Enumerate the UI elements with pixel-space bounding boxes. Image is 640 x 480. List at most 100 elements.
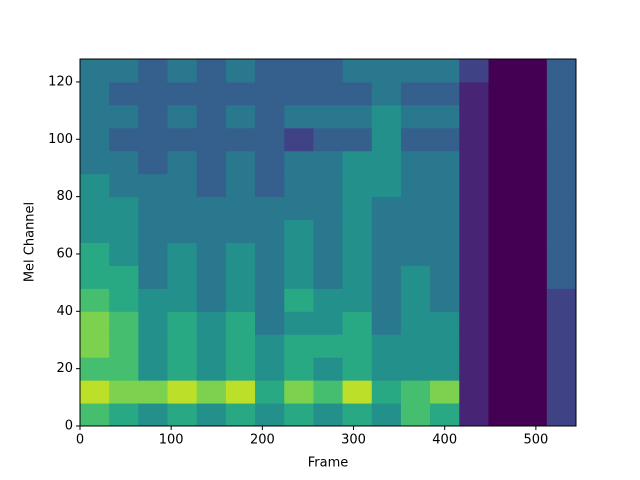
heatmap-cell	[167, 288, 198, 312]
heatmap-cell	[109, 59, 139, 83]
heatmap-cell	[313, 380, 344, 404]
heatmap-cell	[284, 127, 314, 152]
heatmap-cell	[284, 59, 314, 83]
x-tick-label: 500	[523, 433, 548, 448]
heatmap-cell	[196, 81, 227, 106]
y-tick-label: 120	[48, 74, 73, 89]
heatmap-cell	[167, 380, 198, 404]
heatmap-cell	[80, 127, 110, 152]
heatmap-cell	[430, 219, 460, 243]
heatmap-cell	[342, 219, 373, 243]
heatmap-cell	[138, 242, 169, 266]
heatmap-cell	[517, 104, 548, 129]
heatmap-cell	[225, 59, 256, 83]
heatmap-cell	[196, 242, 227, 266]
heatmap-cell	[109, 127, 139, 152]
heatmap-cell	[225, 357, 256, 381]
heatmap-cell	[430, 403, 460, 427]
heatmap-cell	[225, 311, 256, 335]
heatmap-cell	[109, 334, 139, 358]
heatmap-cell	[342, 196, 373, 221]
heatmap-cell	[459, 265, 489, 289]
heatmap-cell	[109, 311, 139, 335]
y-axis-label: Mel Channel	[23, 202, 38, 282]
heatmap-cell	[459, 219, 489, 243]
heatmap-cell	[546, 127, 577, 152]
heatmap-cell	[196, 357, 227, 381]
heatmap-cell	[517, 150, 548, 175]
heatmap-cell	[138, 81, 169, 106]
heatmap-cell	[284, 81, 314, 106]
heatmap-cell	[167, 127, 198, 152]
heatmap-cell	[488, 81, 519, 106]
heatmap-cell	[225, 104, 256, 129]
heatmap-cell	[255, 403, 285, 427]
heatmap-cell	[80, 104, 110, 129]
heatmap-cell	[430, 104, 460, 129]
heatmap-cell	[313, 81, 344, 106]
heatmap-cell	[459, 311, 489, 335]
heatmap-cell	[517, 265, 548, 289]
heatmap-cell	[517, 288, 548, 312]
heatmap-cell	[109, 81, 139, 106]
heatmap-cell	[371, 380, 402, 404]
heatmap-cell	[255, 173, 285, 198]
heatmap-cell	[342, 242, 373, 266]
heatmap-cell	[196, 59, 227, 83]
heatmap-cell	[284, 196, 314, 221]
heatmap-cell	[255, 311, 285, 335]
heatmap-cell	[371, 403, 402, 427]
heatmap-cell	[255, 380, 285, 404]
heatmap-cell	[80, 357, 110, 381]
heatmap-cell	[313, 357, 344, 381]
heatmap-cell	[371, 357, 402, 381]
heatmap-cell	[400, 150, 431, 175]
heatmap-cell	[313, 196, 344, 221]
heatmap-cell	[371, 81, 402, 106]
heatmap-cell	[517, 242, 548, 266]
heatmap-cell	[255, 219, 285, 243]
heatmap-cell	[138, 265, 169, 289]
heatmap-cell	[255, 127, 285, 152]
heatmap-cell	[167, 219, 198, 243]
heatmap-cell	[80, 59, 110, 83]
heatmap-cell	[138, 288, 169, 312]
heatmap-cell	[284, 104, 314, 129]
heatmap-cell	[517, 357, 548, 381]
heatmap-cell	[138, 311, 169, 335]
heatmap-cell	[255, 242, 285, 266]
heatmap-cell	[255, 150, 285, 175]
heatmap-cell	[430, 380, 460, 404]
y-tick-label: 0	[65, 419, 73, 434]
heatmap-cell	[313, 334, 344, 358]
plot-frame	[79, 58, 577, 427]
heatmap-cell	[371, 242, 402, 266]
y-tick-label: 40	[56, 304, 73, 319]
heatmap-cell	[546, 242, 577, 266]
heatmap-cell	[313, 288, 344, 312]
x-axis-label: Frame	[308, 456, 349, 471]
heatmap-cell	[400, 403, 431, 427]
heatmap-cell	[80, 173, 110, 198]
heatmap-cell	[255, 59, 285, 83]
heatmap-cell	[167, 104, 198, 129]
heatmap-cell	[546, 173, 577, 198]
heatmap-cell	[400, 81, 431, 106]
heatmap-cell	[313, 59, 344, 83]
heatmap-cell	[400, 288, 431, 312]
heatmap-cell	[313, 150, 344, 175]
heatmap-cell	[459, 380, 489, 404]
heatmap-cell	[109, 242, 139, 266]
heatmap-cell	[488, 265, 519, 289]
heatmap-cell	[430, 311, 460, 335]
heatmap-cell	[255, 81, 285, 106]
x-tick-label: 200	[250, 433, 275, 448]
heatmap-cell	[546, 219, 577, 243]
heatmap-cell	[313, 311, 344, 335]
heatmap-cell	[517, 127, 548, 152]
heatmap-cell	[371, 173, 402, 198]
x-tick-label: 400	[432, 433, 457, 448]
heatmap-cell	[546, 334, 577, 358]
